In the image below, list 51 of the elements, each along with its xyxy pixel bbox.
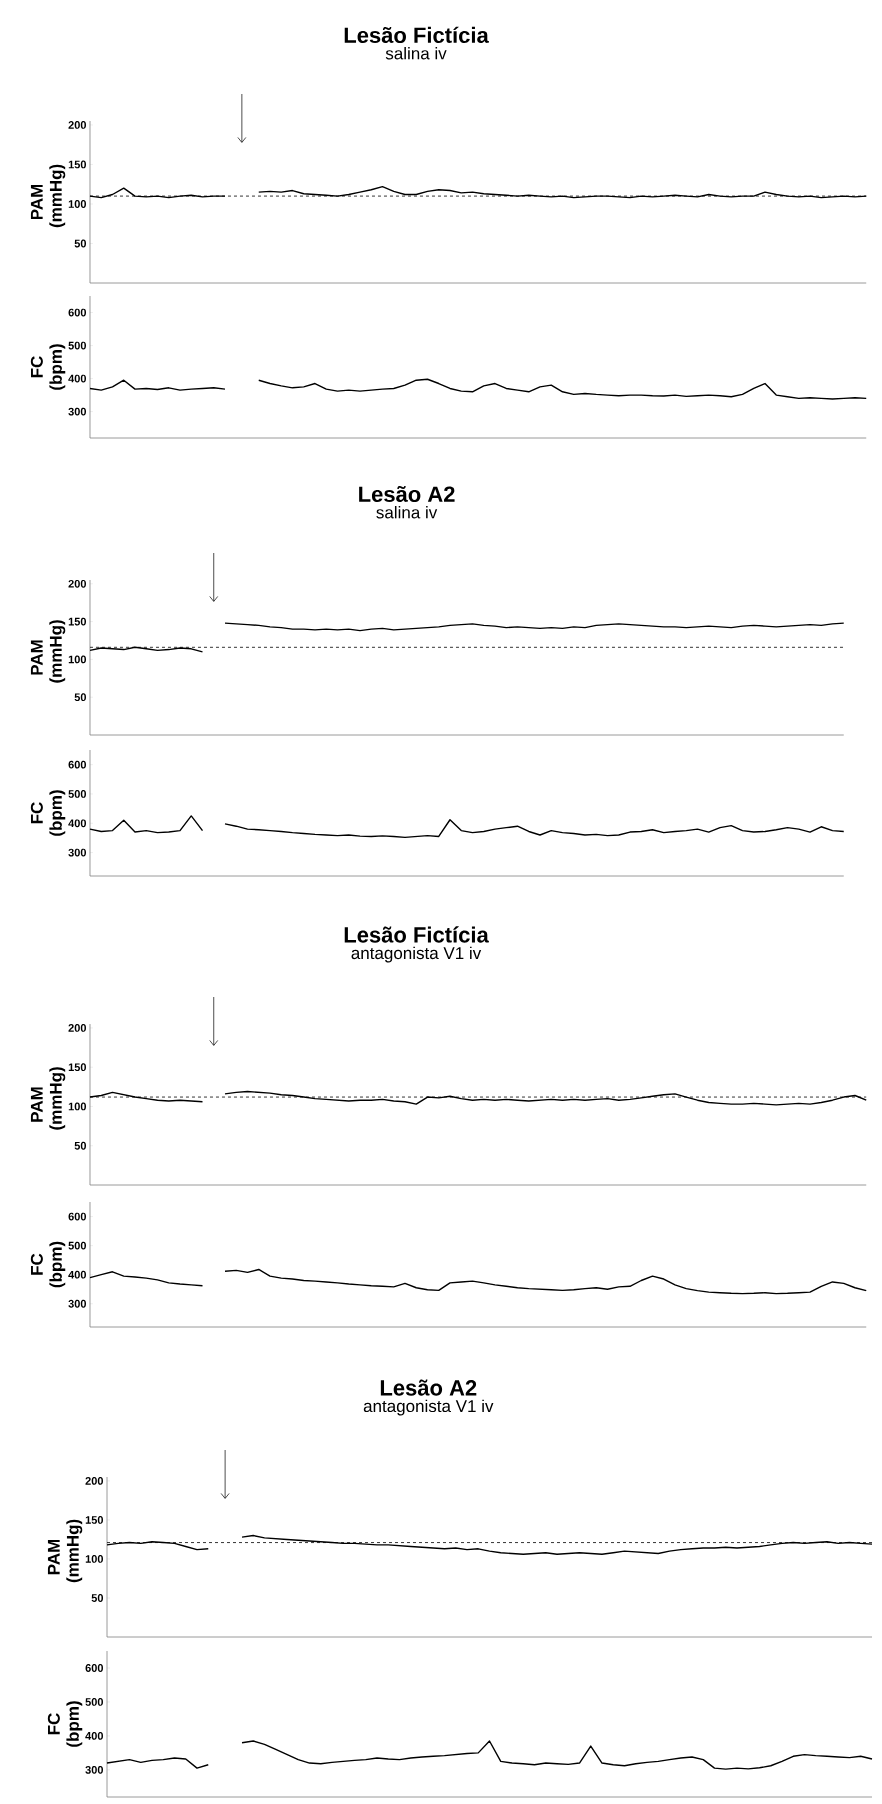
y-tick-label: 600 bbox=[85, 1664, 104, 1672]
y-tick-label: 300 bbox=[85, 1765, 104, 1774]
line-series bbox=[89, 1271, 204, 1287]
y-tick-label: 100 bbox=[68, 655, 87, 664]
y-tick-label: 500 bbox=[68, 341, 87, 350]
y-axis-title: PAM (mmHg) bbox=[30, 620, 66, 683]
y-tick-label: 400 bbox=[68, 819, 87, 828]
y-tick-label: 200 bbox=[68, 121, 87, 129]
chart-subtitle: antagonista V1 iv bbox=[351, 946, 482, 963]
y-tick-label: 150 bbox=[85, 1516, 104, 1524]
y-tick-label: 100 bbox=[68, 1102, 87, 1111]
line-series bbox=[89, 815, 204, 834]
y-tick-label: 500 bbox=[68, 790, 87, 798]
y-tick-label: 600 bbox=[68, 308, 87, 317]
y-axis-title: PAM (mmHg) bbox=[30, 164, 66, 228]
y-axis-title: FC (bpm) bbox=[47, 1701, 83, 1747]
y-tick-label: 150 bbox=[68, 160, 87, 169]
y-tick-label: 500 bbox=[68, 1241, 87, 1250]
chart-title: Lesão Fictícia bbox=[344, 26, 489, 43]
chart-title: Lesão A2 bbox=[359, 485, 455, 502]
y-tick-label: 300 bbox=[68, 407, 87, 416]
line-series bbox=[89, 379, 226, 391]
chart-subtitle: salina iv bbox=[385, 47, 447, 60]
y-axis-title: FC (bpm) bbox=[30, 344, 66, 390]
y-tick-label: 150 bbox=[68, 1063, 87, 1072]
y-tick-label: 100 bbox=[85, 1555, 104, 1563]
y-tick-label: 50 bbox=[91, 1594, 104, 1602]
y-tick-label: 200 bbox=[68, 579, 87, 588]
y-axis-title: FC (bpm) bbox=[30, 790, 66, 836]
y-tick-label: 50 bbox=[74, 693, 87, 702]
y-tick-label: 200 bbox=[85, 1477, 104, 1485]
y-tick-label: 200 bbox=[68, 1024, 87, 1032]
y-tick-label: 600 bbox=[68, 760, 87, 769]
y-tick-label: 400 bbox=[68, 374, 87, 383]
y-axis-title: FC (bpm) bbox=[30, 1241, 66, 1288]
y-tick-label: 150 bbox=[68, 617, 87, 626]
y-axis-title: PAM (mmHg) bbox=[30, 1067, 66, 1130]
chart-subtitle: antagonista V1 iv bbox=[363, 1399, 494, 1416]
y-tick-label: 300 bbox=[68, 1299, 87, 1308]
chart-title: Lesão A2 bbox=[380, 1379, 477, 1396]
y-tick-label: 50 bbox=[74, 239, 87, 248]
y-tick-label: 100 bbox=[68, 200, 87, 208]
chart-title: Lesão Fictícia bbox=[344, 926, 489, 943]
y-tick-label: 50 bbox=[74, 1141, 87, 1150]
y-tick-label: 400 bbox=[68, 1270, 87, 1279]
y-axis-title: PAM (mmHg) bbox=[47, 1519, 83, 1583]
y-tick-label: 300 bbox=[68, 848, 87, 857]
y-tick-label: 500 bbox=[85, 1698, 104, 1706]
y-tick-label: 600 bbox=[68, 1212, 87, 1221]
chart-subtitle: salina iv bbox=[376, 506, 438, 519]
y-tick-label: 400 bbox=[85, 1732, 104, 1740]
